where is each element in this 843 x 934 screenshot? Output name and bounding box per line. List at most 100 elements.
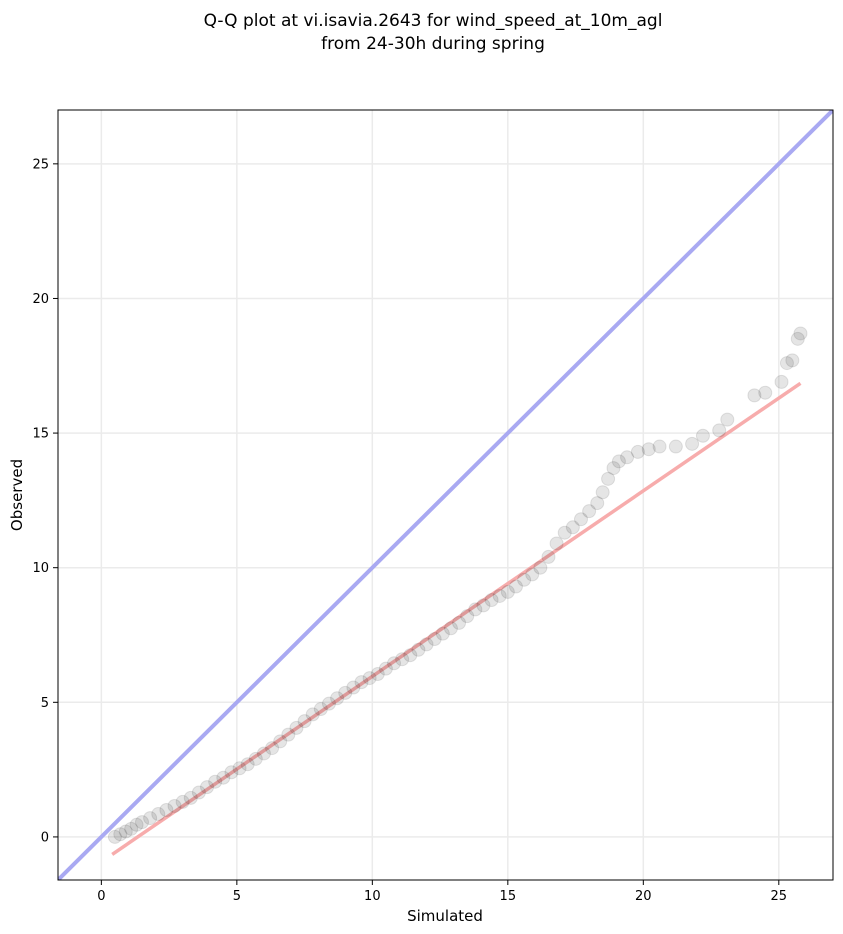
data-point-3 (124, 821, 139, 836)
data-point-6 (143, 811, 158, 826)
data-point-72 (695, 428, 710, 443)
data-point-74 (720, 412, 735, 427)
data-point-9 (167, 798, 182, 813)
data-point-38 (403, 648, 418, 663)
data-point-65 (611, 454, 626, 469)
data-point-56 (549, 536, 564, 551)
data-point-18 (240, 757, 255, 772)
y-tick-label-4: 20 (32, 292, 49, 307)
data-point-4 (129, 817, 144, 832)
data-point-23 (281, 727, 296, 742)
data-point-27 (313, 702, 328, 717)
reference-lines (58, 110, 833, 880)
x-axis-label: Simulated (407, 907, 483, 925)
data-point-41 (427, 632, 442, 647)
data-point-24 (289, 720, 304, 735)
data-point-13 (200, 780, 215, 795)
data-point-8 (159, 803, 174, 817)
x-axis-ticks: 0 5 10 15 20 25 (97, 880, 787, 904)
data-point-16 (224, 765, 239, 780)
y-tick-label-1: 5 (41, 696, 49, 711)
data-point-52 (517, 572, 532, 587)
data-point-37 (395, 652, 410, 667)
data-point-80 (790, 331, 805, 346)
data-point-77 (774, 374, 789, 389)
data-point-78 (779, 356, 794, 371)
data-point-58 (565, 520, 580, 535)
data-point-29 (330, 691, 345, 706)
data-point-40 (419, 637, 434, 652)
plot-frame (57, 109, 834, 881)
data-point-61 (590, 496, 605, 511)
data-point-2 (118, 824, 133, 839)
data-point-7 (151, 807, 166, 822)
y-axis-label: Observed (8, 459, 26, 531)
y-tick-label-0: 0 (41, 830, 49, 845)
data-point-49 (492, 588, 507, 603)
data-point-70 (668, 439, 683, 454)
identity-line (58, 110, 833, 880)
data-point-32 (354, 675, 369, 690)
data-point-60 (582, 504, 597, 519)
x-tick-label-2: 10 (364, 889, 381, 904)
data-point-39 (411, 642, 426, 657)
data-point-47 (476, 598, 491, 613)
data-point-33 (362, 671, 377, 686)
y-axis-ticks: 0 5 10 15 20 25 (32, 157, 58, 845)
data-point-1 (113, 827, 128, 842)
data-point-42 (435, 626, 450, 641)
data-point-15 (216, 770, 231, 785)
data-point-63 (601, 471, 616, 486)
data-point-0 (107, 829, 122, 844)
y-tick-label-5: 25 (32, 157, 49, 172)
data-point-66 (620, 450, 635, 465)
data-point-50 (500, 584, 515, 599)
data-point-62 (595, 485, 610, 500)
chart-title-line-2: from 24-30h during spring (321, 34, 545, 54)
data-point-64 (606, 461, 621, 476)
x-tick-label-0: 0 (97, 889, 105, 904)
data-point-35 (378, 661, 393, 676)
data-point-12 (191, 785, 206, 800)
data-point-46 (468, 602, 483, 617)
data-point-53 (525, 567, 540, 582)
data-point-75 (747, 388, 762, 403)
data-point-10 (175, 794, 190, 809)
data-point-19 (248, 751, 263, 766)
data-point-36 (387, 656, 402, 671)
data-point-17 (232, 761, 247, 776)
data-point-71 (685, 436, 700, 451)
x-tick-label-4: 20 (635, 889, 652, 904)
data-point-22 (273, 734, 288, 749)
data-point-55 (541, 549, 556, 564)
x-tick-label-5: 25 (771, 889, 788, 904)
chart-title-line-1: Q-Q plot at vi.isavia.2643 for wind_spee… (204, 11, 663, 31)
x-tick-label-3: 15 (500, 889, 517, 904)
data-point-76 (758, 385, 773, 400)
data-point-31 (346, 680, 361, 695)
data-point-43 (443, 621, 458, 636)
data-point-25 (297, 714, 312, 729)
data-point-57 (557, 525, 572, 540)
data-point-73 (712, 423, 727, 438)
data-point-45 (460, 609, 475, 624)
data-point-68 (641, 442, 656, 457)
data-point-28 (321, 696, 336, 711)
y-tick-label-2: 10 (32, 561, 49, 576)
fit-line (111, 381, 802, 856)
data-point-14 (208, 774, 223, 789)
data-point-67 (630, 444, 645, 459)
x-tick-label-1: 5 (233, 889, 241, 904)
grid-lines (58, 110, 833, 880)
y-tick-label-3: 15 (32, 427, 49, 442)
data-point-69 (652, 439, 667, 454)
data-point-59 (573, 512, 588, 527)
data-point-21 (265, 741, 280, 756)
data-point-20 (256, 746, 271, 761)
data-point-34 (370, 667, 385, 682)
data-points (107, 326, 808, 844)
data-point-26 (305, 707, 320, 722)
data-point-54 (533, 560, 548, 575)
data-point-11 (183, 790, 198, 805)
data-point-5 (135, 815, 150, 830)
